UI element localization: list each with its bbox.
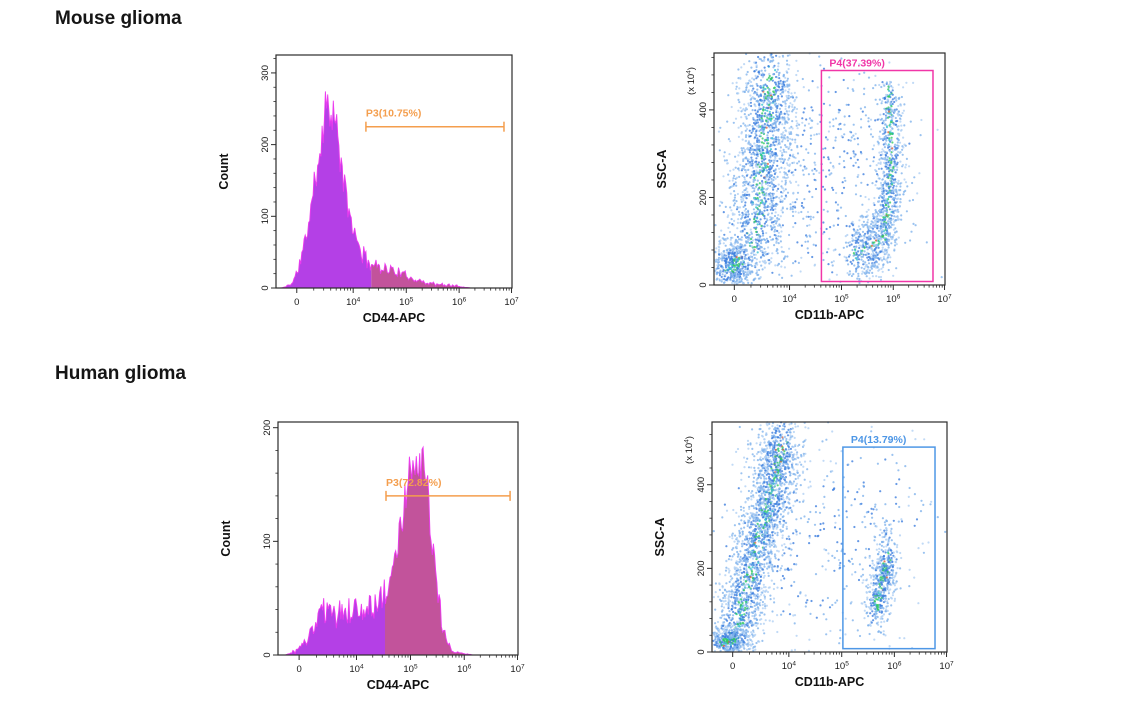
svg-text:P4(37.39%): P4(37.39%) (829, 58, 884, 70)
svg-text:0: 0 (296, 664, 301, 675)
svg-text:200: 200 (262, 420, 273, 436)
svg-text:105: 105 (399, 297, 414, 309)
svg-text:200: 200 (260, 137, 271, 153)
svg-text:107: 107 (937, 294, 952, 306)
svg-text:106: 106 (452, 297, 467, 309)
mouse-cd11b-scatter-panel: 0 104 105 106 107 0 200 400 CD11b-APC SSC-A (x 104… (655, 52, 952, 322)
svg-text:P3(10.75%): P3(10.75%) (366, 108, 421, 120)
svg-text:200: 200 (698, 190, 709, 206)
svg-text:0: 0 (260, 285, 271, 290)
section-title-mouse-glioma: Mouse glioma (55, 8, 182, 29)
svg-text:CD44-APC: CD44-APC (367, 678, 430, 692)
section-title-human-glioma: Human glioma (55, 363, 186, 384)
svg-text:CD11b-APC: CD11b-APC (795, 308, 864, 322)
svg-text:(x 104): (x 104) (686, 67, 698, 95)
svg-text:104: 104 (349, 664, 364, 676)
svg-text:105: 105 (403, 664, 418, 676)
svg-text:0: 0 (698, 282, 709, 287)
svg-text:0: 0 (732, 294, 737, 305)
svg-text:106: 106 (886, 294, 901, 306)
svg-text:CD44-APC: CD44-APC (363, 311, 426, 325)
svg-text:400: 400 (698, 102, 709, 118)
mouse-cd44-histogram-panel: 0 104 105 106 107 0 100 200 300 CD44-APC Count P3(1… (217, 54, 519, 325)
svg-text:0: 0 (294, 297, 299, 308)
svg-text:Count: Count (219, 520, 233, 557)
svg-text:104: 104 (346, 297, 361, 309)
svg-text:100: 100 (260, 208, 271, 224)
svg-text:107: 107 (504, 297, 519, 309)
svg-text:P3(72.82%): P3(72.82%) (386, 477, 441, 489)
svg-text:300: 300 (260, 65, 271, 81)
svg-text:Count: Count (217, 153, 231, 190)
svg-text:107: 107 (510, 664, 525, 676)
svg-text:105: 105 (834, 294, 849, 306)
human-cd44-histogram-panel: 0 104 105 106 107 0 100 200 CD44-APC Count P3(72.8… (219, 420, 525, 692)
svg-text:100: 100 (262, 533, 273, 549)
svg-text:0: 0 (262, 652, 273, 657)
svg-text:104: 104 (782, 294, 797, 306)
svg-text:SSC-A: SSC-A (655, 150, 669, 189)
svg-text:106: 106 (457, 664, 472, 676)
